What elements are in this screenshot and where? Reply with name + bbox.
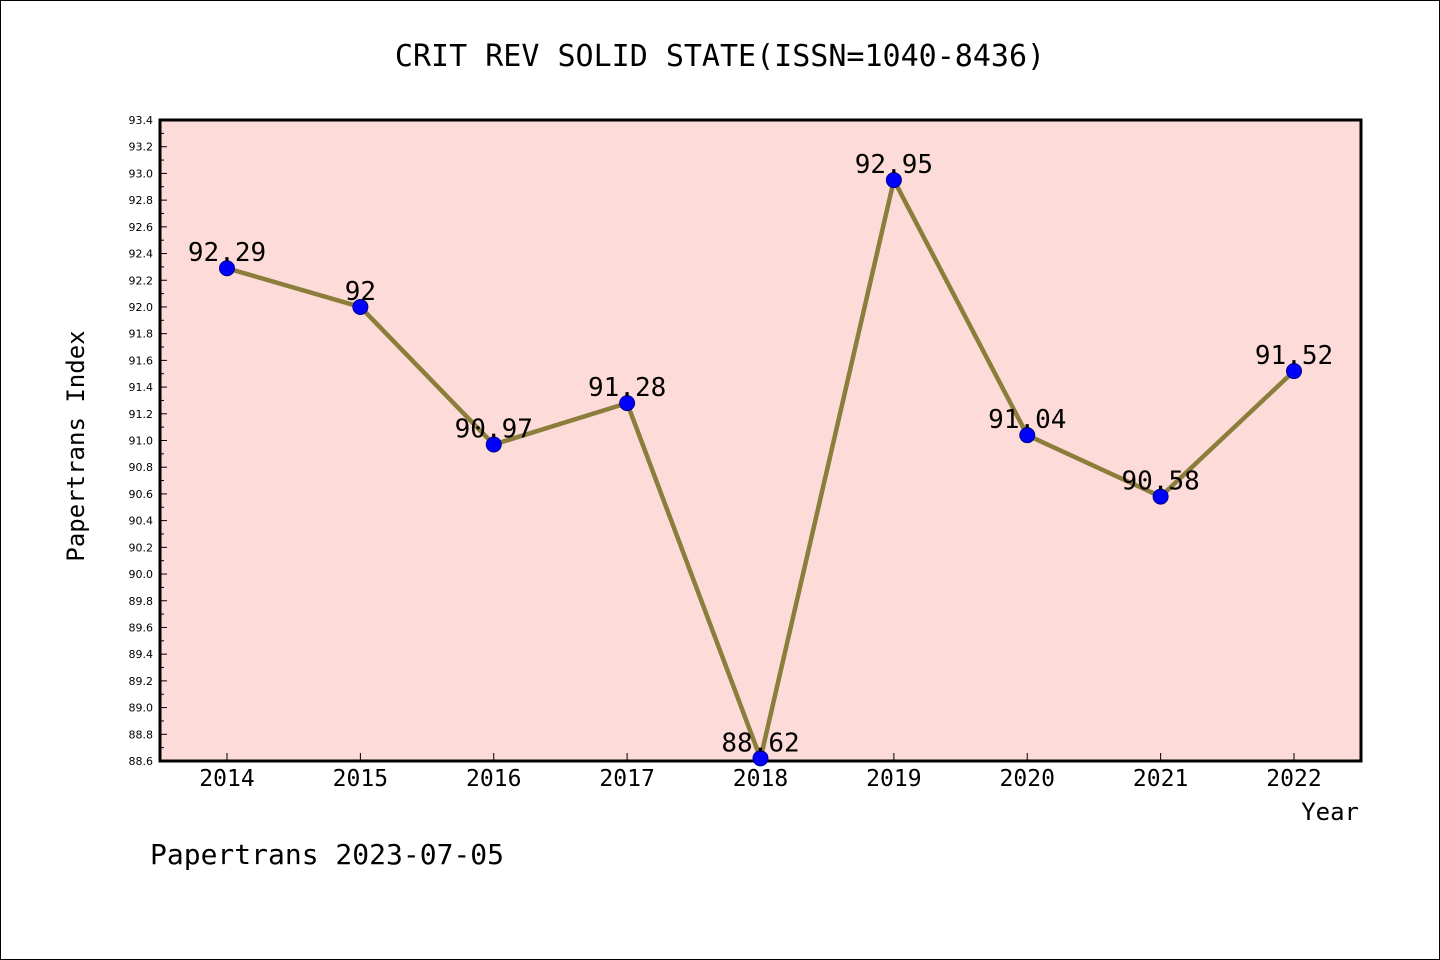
- y-tick-label: 91.8: [129, 328, 154, 341]
- y-tick-label: 90.0: [129, 568, 154, 581]
- data-label: 90.97: [455, 415, 533, 445]
- data-point: [352, 298, 369, 315]
- y-tick-label: 89.8: [129, 595, 154, 608]
- series-group: 92.29 92 90.97 91.28 88.62 92.95 91.04 90.58 91.…: [188, 150, 1333, 767]
- data-label: 90.58: [1121, 467, 1199, 497]
- y-tick-label: 92.2: [129, 274, 154, 287]
- data-label: 91.52: [1255, 341, 1333, 371]
- x-tick-label: 2022: [1266, 766, 1321, 792]
- chart-title: CRIT REV SOLID STATE(ISSN=1040-8436): [395, 39, 1045, 74]
- x-tick-label: 2018: [733, 766, 788, 792]
- data-label: 91.04: [988, 405, 1066, 435]
- y-tick-label: 90.4: [129, 515, 154, 528]
- y-tick-label: 90.6: [129, 488, 154, 501]
- data-point: [1286, 363, 1302, 380]
- data-point: [885, 172, 902, 189]
- x-tick-label: 2019: [866, 766, 921, 792]
- y-tick-label: 92.8: [129, 194, 154, 207]
- y-tick-label: 92.0: [129, 301, 154, 314]
- y-tick-label: 88.6: [129, 755, 154, 768]
- x-tick-label: 2015: [333, 766, 388, 792]
- x-axis-title: Year: [1301, 798, 1359, 826]
- data-label: 91.28: [588, 373, 666, 403]
- y-tick-label: 91.4: [129, 381, 154, 394]
- y-tick-label: 91.0: [129, 435, 154, 448]
- data-point: [219, 260, 235, 277]
- y-tick-label: 93.4: [129, 114, 154, 127]
- y-tick-label: 91.6: [129, 354, 154, 367]
- y-tick-label: 89.6: [129, 621, 154, 634]
- x-tick-label: 2016: [466, 766, 521, 792]
- x-tick-label: 2021: [1133, 766, 1188, 792]
- x-axis: 2014 2015 2016 2017 2018 2019 2020 2021 2022: [199, 753, 1322, 792]
- y-tick-label: 90.8: [129, 461, 154, 474]
- x-tick-label: 2020: [1000, 766, 1055, 792]
- plot-area: [158, 118, 1363, 763]
- y-axis-title: Papertrans Index: [62, 330, 90, 561]
- data-label: 88.62: [721, 728, 799, 758]
- y-tick-label: 89.2: [129, 675, 154, 688]
- y-tick-label: 93.2: [129, 141, 154, 154]
- data-point: [619, 395, 636, 412]
- y-tick-label: 92.6: [129, 221, 154, 234]
- data-point: [752, 750, 769, 767]
- y-tick-label: 90.2: [129, 541, 154, 554]
- data-label: 92.29: [188, 238, 266, 268]
- data-point: [485, 436, 502, 453]
- data-label: 92.95: [855, 150, 933, 180]
- data-point: [1152, 488, 1169, 505]
- y-tick-label: 89.4: [129, 648, 154, 661]
- y-tick-label: 92.4: [129, 248, 154, 261]
- y-tick-label: 89.0: [129, 702, 154, 715]
- x-tick-label: 2017: [599, 766, 654, 792]
- y-tick-label: 93.0: [129, 167, 154, 180]
- y-tick-label: 88.8: [129, 728, 154, 741]
- data-point: [1019, 427, 1036, 444]
- y-axis: 88.6 88.8 89.0 89.2 89.4 89.6 89.8 90.0 90.2 90.4…: [129, 114, 167, 768]
- footer-credit: Papertrans 2023-07-05: [150, 838, 504, 871]
- data-label: 92: [345, 277, 376, 307]
- y-tick-label: 91.2: [129, 408, 154, 421]
- x-tick-label: 2014: [199, 766, 254, 792]
